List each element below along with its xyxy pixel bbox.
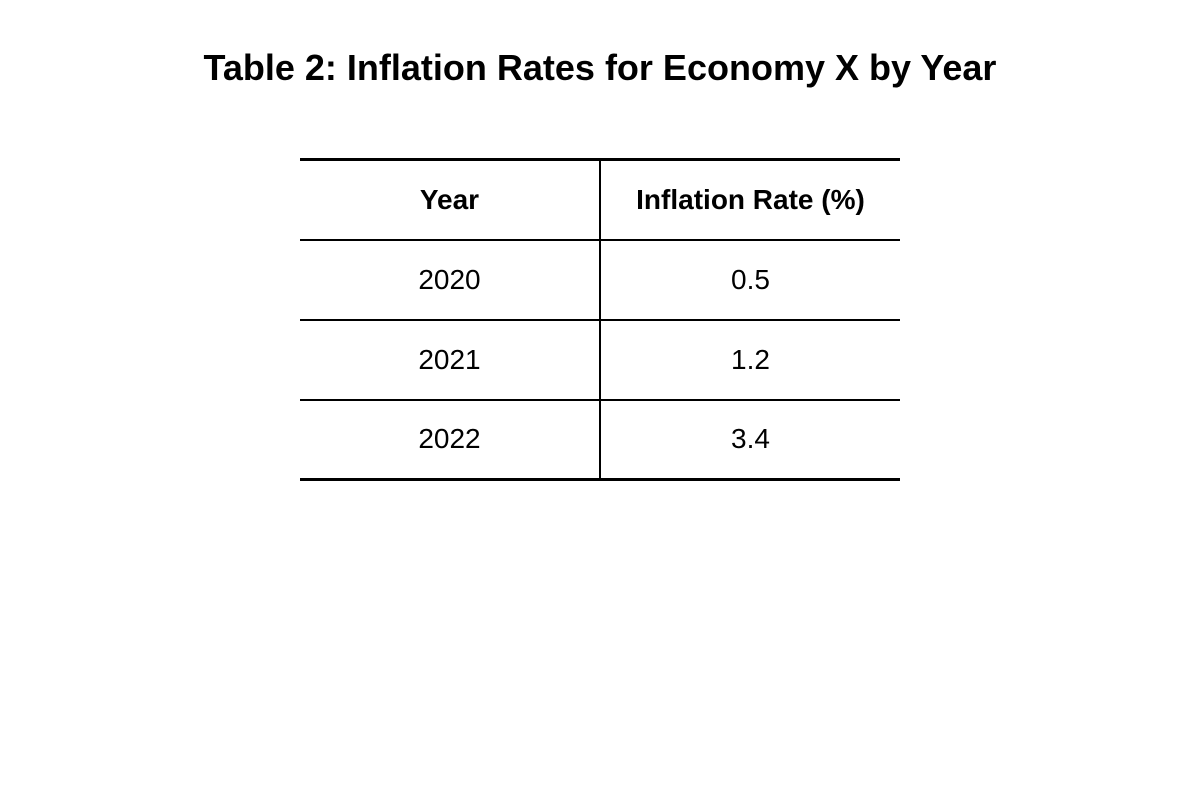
column-header-inflation-rate: Inflation Rate (%): [600, 158, 900, 241]
cell-inflation-rate: 3.4: [600, 399, 900, 481]
table-header-row: Year Inflation Rate (%): [300, 158, 900, 241]
cell-inflation-rate: 1.2: [600, 319, 900, 401]
table-row: 2020 0.5: [300, 239, 900, 321]
cell-inflation-rate: 0.5: [600, 239, 900, 321]
table-row: 2021 1.2: [300, 319, 900, 401]
inflation-table: Year Inflation Rate (%) 2020 0.5 2021 1.…: [300, 158, 900, 481]
cell-year: 2022: [300, 399, 601, 481]
cell-year: 2021: [300, 319, 601, 401]
column-header-year: Year: [300, 158, 601, 241]
table-row: 2022 3.4: [300, 399, 900, 481]
cell-year: 2020: [300, 239, 601, 321]
table-title: Table 2: Inflation Rates for Economy X b…: [203, 47, 997, 88]
